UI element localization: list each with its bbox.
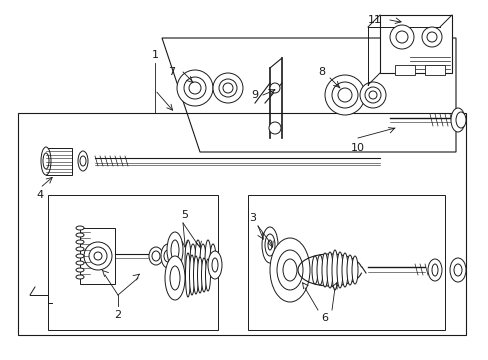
Ellipse shape bbox=[427, 259, 441, 281]
Ellipse shape bbox=[170, 266, 180, 290]
Ellipse shape bbox=[212, 258, 218, 272]
Text: 9: 9 bbox=[251, 90, 258, 100]
Ellipse shape bbox=[164, 256, 184, 300]
Ellipse shape bbox=[207, 251, 222, 279]
Ellipse shape bbox=[76, 233, 84, 237]
Bar bbox=[379, 15, 451, 73]
Ellipse shape bbox=[321, 253, 327, 287]
Ellipse shape bbox=[193, 256, 198, 294]
Ellipse shape bbox=[331, 250, 337, 290]
Ellipse shape bbox=[368, 91, 376, 99]
Ellipse shape bbox=[76, 275, 84, 279]
Ellipse shape bbox=[189, 255, 194, 295]
Text: 10: 10 bbox=[350, 143, 364, 153]
Ellipse shape bbox=[149, 247, 163, 265]
Ellipse shape bbox=[195, 240, 201, 280]
Bar bbox=[18, 113, 465, 335]
Ellipse shape bbox=[316, 255, 323, 285]
Text: 8: 8 bbox=[318, 67, 325, 77]
Ellipse shape bbox=[449, 258, 465, 282]
Ellipse shape bbox=[359, 82, 385, 108]
Ellipse shape bbox=[455, 112, 465, 128]
Ellipse shape bbox=[183, 77, 205, 99]
Bar bbox=[48, 195, 218, 330]
Ellipse shape bbox=[213, 73, 243, 103]
Ellipse shape bbox=[78, 151, 88, 171]
Ellipse shape bbox=[152, 251, 160, 261]
Ellipse shape bbox=[41, 147, 51, 175]
Bar bbox=[424, 65, 444, 75]
Ellipse shape bbox=[264, 234, 274, 256]
Ellipse shape bbox=[185, 253, 190, 297]
Text: 6: 6 bbox=[321, 313, 328, 323]
Ellipse shape bbox=[171, 240, 179, 260]
Ellipse shape bbox=[76, 240, 84, 244]
Ellipse shape bbox=[161, 244, 175, 268]
Ellipse shape bbox=[219, 79, 237, 97]
Ellipse shape bbox=[450, 108, 464, 132]
Bar bbox=[394, 65, 414, 75]
Ellipse shape bbox=[336, 252, 342, 288]
Ellipse shape bbox=[267, 240, 271, 250]
Ellipse shape bbox=[200, 244, 205, 276]
Ellipse shape bbox=[76, 226, 84, 230]
Bar bbox=[247, 195, 444, 330]
Circle shape bbox=[268, 122, 281, 134]
Ellipse shape bbox=[89, 247, 107, 265]
Ellipse shape bbox=[201, 258, 206, 292]
Text: 5: 5 bbox=[181, 210, 188, 220]
Text: 2: 2 bbox=[114, 310, 122, 320]
Ellipse shape bbox=[76, 254, 84, 258]
Ellipse shape bbox=[76, 247, 84, 251]
Ellipse shape bbox=[177, 70, 213, 106]
Ellipse shape bbox=[331, 82, 357, 108]
Ellipse shape bbox=[184, 240, 191, 280]
Ellipse shape bbox=[94, 252, 102, 260]
Ellipse shape bbox=[351, 256, 357, 284]
Text: 7: 7 bbox=[168, 67, 175, 77]
Circle shape bbox=[269, 83, 280, 93]
Circle shape bbox=[426, 32, 436, 42]
Ellipse shape bbox=[84, 242, 112, 270]
Text: 1: 1 bbox=[151, 50, 158, 60]
Ellipse shape bbox=[326, 252, 332, 288]
Text: 3: 3 bbox=[249, 213, 256, 223]
Ellipse shape bbox=[283, 259, 296, 281]
Ellipse shape bbox=[364, 87, 380, 103]
Circle shape bbox=[389, 25, 413, 49]
Ellipse shape bbox=[76, 268, 84, 272]
Ellipse shape bbox=[337, 88, 351, 102]
Ellipse shape bbox=[346, 255, 352, 285]
Ellipse shape bbox=[205, 259, 210, 291]
Ellipse shape bbox=[341, 253, 347, 287]
Ellipse shape bbox=[311, 256, 317, 284]
Ellipse shape bbox=[76, 261, 84, 265]
Ellipse shape bbox=[325, 75, 364, 115]
Ellipse shape bbox=[431, 264, 437, 276]
Text: 4: 4 bbox=[37, 190, 43, 200]
Ellipse shape bbox=[276, 250, 303, 290]
Ellipse shape bbox=[43, 153, 49, 169]
Text: 11: 11 bbox=[367, 15, 381, 25]
Ellipse shape bbox=[189, 82, 201, 94]
Ellipse shape bbox=[197, 257, 202, 293]
Ellipse shape bbox=[80, 156, 86, 166]
Ellipse shape bbox=[167, 232, 183, 268]
Ellipse shape bbox=[163, 250, 172, 262]
Ellipse shape bbox=[269, 238, 309, 302]
Ellipse shape bbox=[209, 244, 216, 276]
Ellipse shape bbox=[262, 227, 278, 263]
Ellipse shape bbox=[223, 83, 232, 93]
Circle shape bbox=[395, 31, 407, 43]
Ellipse shape bbox=[190, 244, 196, 276]
Ellipse shape bbox=[453, 264, 461, 276]
Bar bbox=[46, 148, 72, 175]
Circle shape bbox=[421, 27, 441, 47]
Bar bbox=[80, 228, 115, 284]
Ellipse shape bbox=[204, 240, 210, 280]
